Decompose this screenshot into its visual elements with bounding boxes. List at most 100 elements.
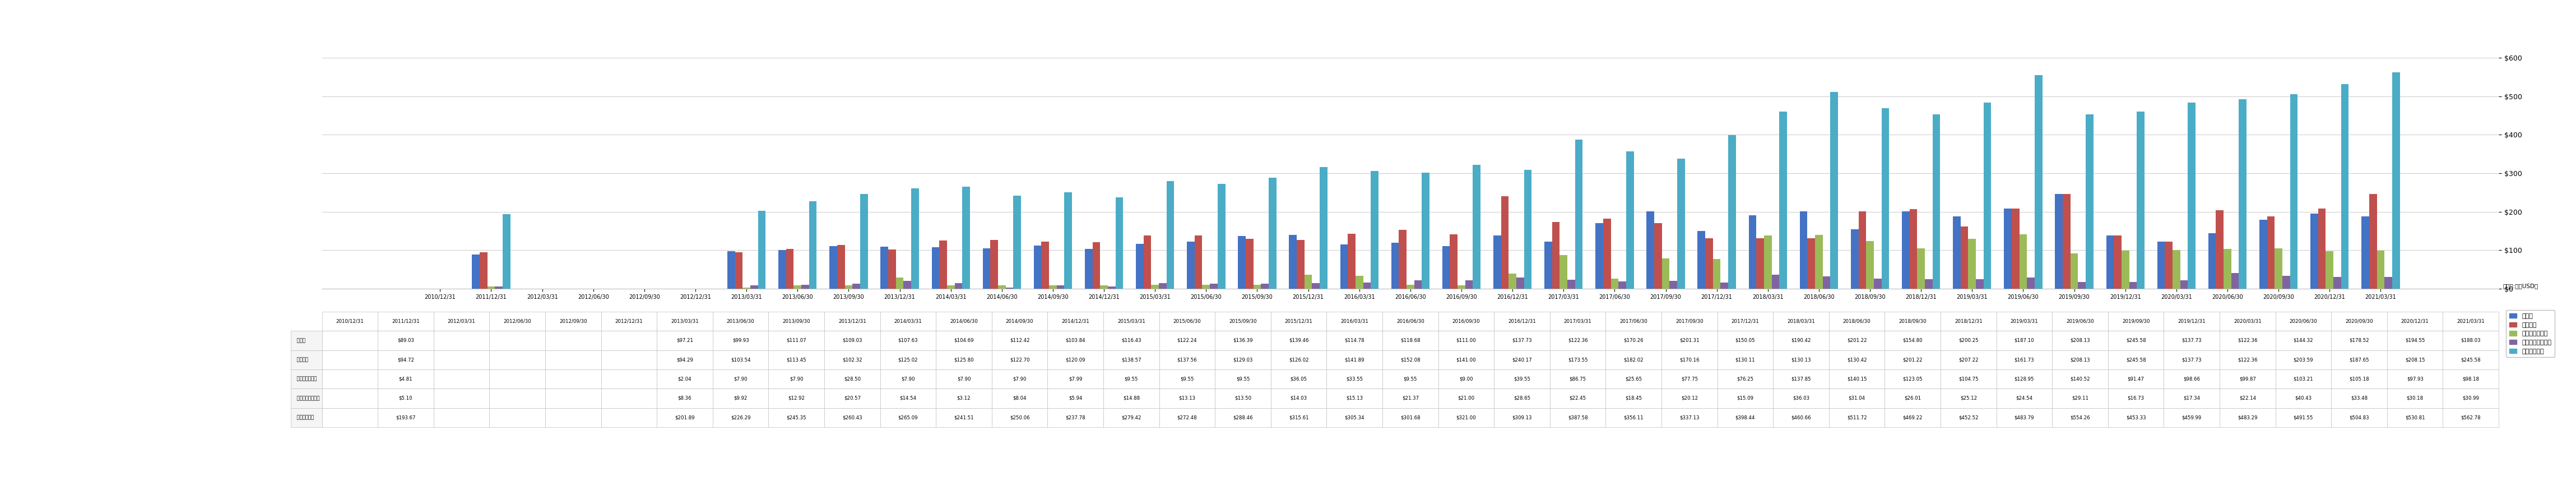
Bar [1780, 111, 1788, 289]
Bar [2179, 280, 2187, 289]
Bar [1728, 135, 1736, 289]
Bar [1262, 283, 1267, 289]
Bar [734, 253, 742, 289]
Bar [853, 284, 860, 289]
Bar [1749, 215, 1757, 289]
Bar [1801, 211, 1808, 289]
Bar [1960, 227, 1968, 289]
Bar [1167, 181, 1175, 289]
Bar [1319, 167, 1327, 289]
Bar [1084, 249, 1092, 289]
Bar [1677, 159, 1685, 289]
Bar [1370, 171, 1378, 289]
Bar [1850, 229, 1857, 289]
Bar [1808, 239, 1816, 289]
Bar [1466, 280, 1473, 289]
Bar [1391, 243, 1399, 289]
Bar [1239, 236, 1247, 289]
Bar [1450, 234, 1458, 289]
Bar [904, 281, 912, 289]
Bar [1924, 279, 1932, 289]
Bar [801, 285, 809, 289]
Bar [809, 202, 817, 289]
Text: （単位:百万USD）: （単位:百万USD） [2504, 283, 2537, 289]
Bar [1502, 196, 1510, 289]
Bar [2215, 210, 2223, 289]
Bar [2087, 114, 2094, 289]
Bar [757, 211, 765, 289]
Bar [1247, 239, 1255, 289]
Bar [1525, 170, 1533, 289]
Bar [2223, 249, 2231, 289]
Bar [2164, 241, 2172, 289]
Bar [1602, 218, 1610, 289]
Bar [1698, 231, 1705, 289]
Bar [1901, 212, 1909, 289]
Bar [1422, 173, 1430, 289]
Bar [1406, 285, 1414, 289]
Bar [2385, 277, 2393, 289]
Bar [471, 254, 479, 289]
Bar [1574, 139, 1582, 289]
Bar [2107, 236, 2115, 289]
Bar [1595, 223, 1602, 289]
Bar [1203, 285, 1211, 289]
Bar [1909, 209, 1917, 289]
Bar [933, 247, 940, 289]
Bar [1662, 259, 1669, 289]
Bar [912, 189, 920, 289]
Bar [2208, 233, 2215, 289]
Bar [2239, 100, 2246, 289]
Bar [1721, 283, 1728, 289]
Bar [981, 248, 989, 289]
Bar [1953, 216, 1960, 289]
Bar [2056, 194, 2063, 289]
Bar [1363, 283, 1370, 289]
Bar [1033, 245, 1041, 289]
Bar [1414, 280, 1422, 289]
Bar [1159, 283, 1167, 289]
Bar [2370, 194, 2378, 289]
Bar [1211, 283, 1218, 289]
Bar [881, 247, 889, 289]
Bar [1255, 285, 1262, 289]
Bar [1713, 259, 1721, 289]
Bar [1048, 286, 1056, 289]
Bar [1873, 278, 1880, 289]
Bar [1136, 244, 1144, 289]
Bar [1347, 234, 1355, 289]
Bar [1115, 197, 1123, 289]
Bar [1765, 236, 1772, 289]
Bar [2004, 208, 2012, 289]
Bar [2275, 248, 2282, 289]
Bar [1984, 102, 1991, 289]
Bar [2156, 241, 2164, 289]
Bar [2326, 251, 2334, 289]
Bar [750, 285, 757, 289]
Bar [1355, 276, 1363, 289]
Bar [1757, 239, 1765, 289]
Bar [2079, 282, 2087, 289]
Bar [2290, 94, 2298, 289]
Bar [1824, 277, 1832, 289]
Bar [2334, 277, 2342, 289]
Bar [502, 214, 510, 289]
Bar [1303, 275, 1311, 289]
Bar [1517, 278, 1525, 289]
Legend: 買掛金, 繰延収益, 短期有利子負債, その他の流動負債, 流動負債合計: 買掛金, 繰延収益, 短期有利子負債, その他の流動負債, 流動負債合計 [2506, 310, 2555, 357]
Bar [1188, 241, 1195, 289]
Bar [1092, 242, 1100, 289]
Bar [2071, 253, 2079, 289]
Bar [940, 240, 948, 289]
Bar [2231, 273, 2239, 289]
Bar [2020, 235, 2027, 289]
Bar [479, 252, 487, 289]
Bar [1932, 114, 1940, 289]
Bar [1399, 230, 1406, 289]
Bar [2378, 251, 2385, 289]
Bar [1772, 275, 1780, 289]
Bar [837, 245, 845, 289]
Bar [2063, 194, 2071, 289]
Bar [1865, 241, 1873, 289]
Bar [2259, 220, 2267, 289]
